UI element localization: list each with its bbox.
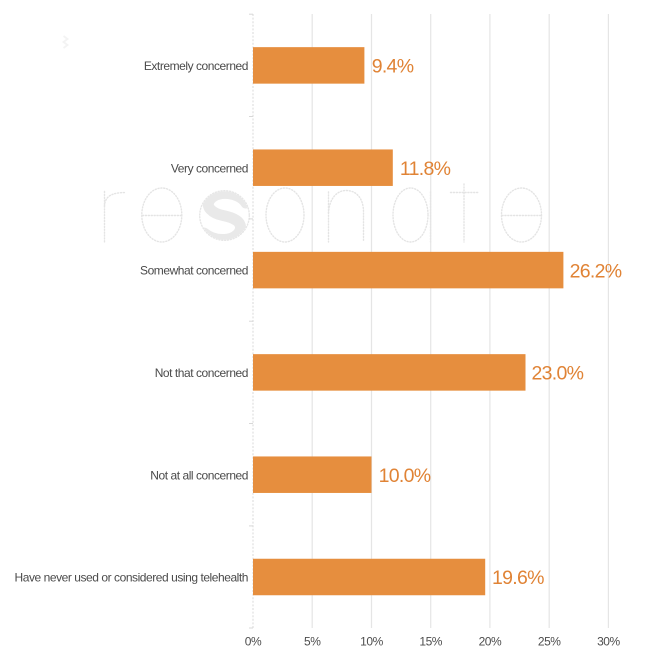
svg-text:Very concerned: Very concerned [171, 161, 248, 175]
svg-text:15%: 15% [419, 635, 442, 649]
svg-text:25%: 25% [538, 635, 561, 649]
svg-text:9.4%: 9.4% [372, 56, 414, 78]
svg-text:Not at all concerned: Not at all concerned [150, 468, 248, 482]
svg-text:Have never used or considered: Have never used or considered using tele… [15, 571, 248, 585]
svg-text:30%: 30% [597, 635, 620, 649]
svg-text:20%: 20% [479, 635, 502, 649]
svg-text:0%: 0% [245, 635, 262, 649]
svg-text:10.0%: 10.0% [379, 465, 431, 487]
svg-text:11.8%: 11.8% [400, 158, 451, 180]
svg-text:Extremely concerned: Extremely concerned [144, 59, 248, 73]
svg-text:19.6%: 19.6% [492, 567, 544, 589]
svg-text:5%: 5% [304, 635, 321, 649]
svg-text:Somewhat concerned: Somewhat concerned [140, 264, 248, 278]
svg-text:23.0%: 23.0% [532, 363, 584, 385]
svg-text:10%: 10% [360, 635, 383, 649]
svg-text:26.2%: 26.2% [570, 260, 622, 282]
svg-text:Not that concerned: Not that concerned [155, 366, 248, 380]
